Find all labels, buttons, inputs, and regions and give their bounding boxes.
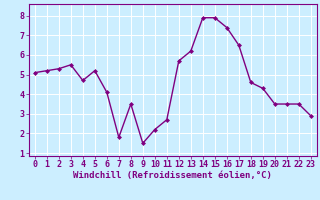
X-axis label: Windchill (Refroidissement éolien,°C): Windchill (Refroidissement éolien,°C) bbox=[73, 171, 272, 180]
